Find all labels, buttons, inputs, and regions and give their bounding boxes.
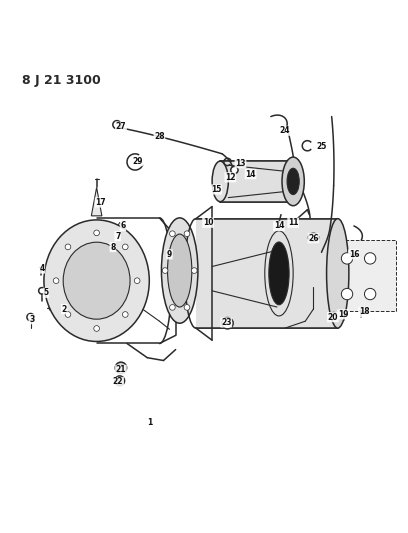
Circle shape [162,268,168,273]
Circle shape [94,326,100,332]
Text: 22: 22 [113,377,123,386]
Text: 7: 7 [115,232,120,240]
Circle shape [65,244,71,249]
Text: 24: 24 [280,126,290,135]
Text: 29: 29 [132,157,142,166]
Text: 27: 27 [115,122,126,131]
Ellipse shape [287,168,299,195]
Text: 14: 14 [274,222,284,230]
Text: 9: 9 [167,250,172,259]
FancyBboxPatch shape [196,219,338,328]
Ellipse shape [162,218,198,323]
Text: 5: 5 [43,288,49,297]
Text: 13: 13 [235,159,246,168]
Text: 2: 2 [62,304,67,313]
Circle shape [364,253,376,264]
Text: 25: 25 [316,142,327,151]
Text: 8: 8 [110,243,115,252]
Ellipse shape [168,234,192,307]
Text: 10: 10 [203,218,213,227]
Ellipse shape [212,161,228,201]
Circle shape [94,230,100,236]
Circle shape [184,231,190,237]
Text: 19: 19 [338,310,348,319]
Circle shape [113,120,121,129]
Circle shape [330,312,337,320]
Text: 14: 14 [245,169,256,179]
Circle shape [122,312,128,317]
Polygon shape [91,188,102,216]
Text: 20: 20 [328,313,338,321]
Circle shape [53,278,59,284]
Circle shape [191,268,197,273]
Circle shape [184,304,190,310]
Ellipse shape [308,233,319,241]
Circle shape [170,304,175,310]
Ellipse shape [63,242,130,319]
Text: 28: 28 [154,132,165,141]
Text: 17: 17 [95,198,106,207]
FancyBboxPatch shape [220,161,293,201]
Circle shape [27,313,34,321]
Circle shape [341,288,353,300]
Circle shape [115,362,126,374]
Circle shape [115,376,124,386]
Text: 15: 15 [211,185,222,194]
Text: 4: 4 [39,264,44,273]
Text: 3: 3 [29,314,34,324]
Circle shape [170,231,175,237]
Circle shape [65,312,71,317]
Text: 23: 23 [221,318,231,327]
Text: 11: 11 [288,218,298,227]
Ellipse shape [326,219,349,328]
Circle shape [231,166,238,174]
Text: 26: 26 [308,233,319,243]
Text: 21: 21 [116,365,126,374]
Ellipse shape [44,220,149,342]
Circle shape [341,253,353,264]
Text: 6: 6 [120,222,126,230]
Circle shape [134,278,140,284]
Text: 18: 18 [359,308,369,317]
Ellipse shape [282,157,304,206]
Text: 8 J 21 3100: 8 J 21 3100 [22,74,100,87]
Text: 12: 12 [225,173,235,182]
Text: 1: 1 [146,418,152,427]
Circle shape [39,288,45,294]
Ellipse shape [269,242,289,305]
Circle shape [122,244,128,249]
Circle shape [222,318,233,329]
FancyBboxPatch shape [334,240,397,311]
Text: 16: 16 [349,250,359,259]
Circle shape [364,288,376,300]
